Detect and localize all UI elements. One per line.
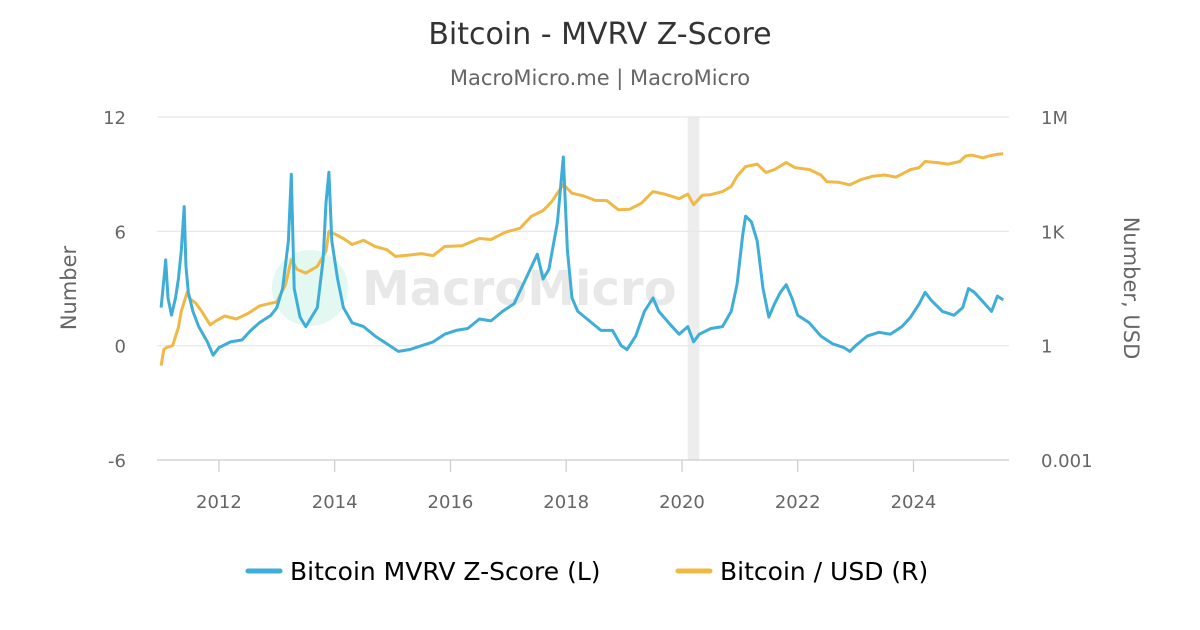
x-tick-label: 2016 <box>428 492 474 513</box>
legend-label-zscore: Bitcoin MVRV Z-Score (L) <box>290 557 601 586</box>
plot-area: MacroMicro 2012 2014 2016 2018 2020 2022 2024 <box>157 116 1009 513</box>
series-line-mvrv-zscore <box>159 155 1005 357</box>
x-tick-label: 2020 <box>659 492 705 513</box>
gridlines <box>157 116 1009 461</box>
legend-item-price[interactable]: Bitcoin / USD (R) <box>675 557 928 586</box>
right-tick-label: 1K <box>1041 222 1065 243</box>
legend-item-zscore[interactable]: Bitcoin MVRV Z-Score (L) <box>245 557 601 586</box>
left-tick-label: 6 <box>115 222 126 243</box>
watermark-logo-icon <box>272 250 348 326</box>
right-axis-title: Number, USD <box>1119 217 1143 360</box>
x-tick-label: 2024 <box>891 492 937 513</box>
left-axis-ticks: 12 6 0 -6 <box>103 108 126 472</box>
x-tick-label: 2022 <box>775 492 821 513</box>
x-axis-ticks: 2012 2014 2016 2018 2020 2022 2024 <box>196 460 936 513</box>
chart-title: Bitcoin - MVRV Z-Score <box>428 17 771 52</box>
x-tick-label: 2014 <box>312 492 358 513</box>
watermark: MacroMicro <box>272 250 677 326</box>
right-axis-ticks: 1M 1K 1 0.001 <box>1041 108 1093 472</box>
left-tick-label: 0 <box>115 337 126 358</box>
right-tick-label: 1 <box>1041 337 1052 358</box>
left-tick-label: 12 <box>103 108 126 129</box>
legend-label-price: Bitcoin / USD (R) <box>720 557 928 586</box>
chart-subtitle: MacroMicro.me | MacroMicro <box>450 66 750 91</box>
right-tick-label: 0.001 <box>1041 451 1093 472</box>
left-axis-title: Number <box>57 245 81 330</box>
legend: Bitcoin MVRV Z-Score (L) Bitcoin / USD (… <box>245 557 928 586</box>
watermark-text: MacroMicro <box>362 261 677 317</box>
x-tick-label: 2012 <box>196 492 242 513</box>
right-tick-label: 1M <box>1041 108 1068 129</box>
x-tick-label: 2018 <box>543 492 589 513</box>
left-tick-label: -6 <box>108 451 126 472</box>
shaded-period <box>687 117 700 460</box>
